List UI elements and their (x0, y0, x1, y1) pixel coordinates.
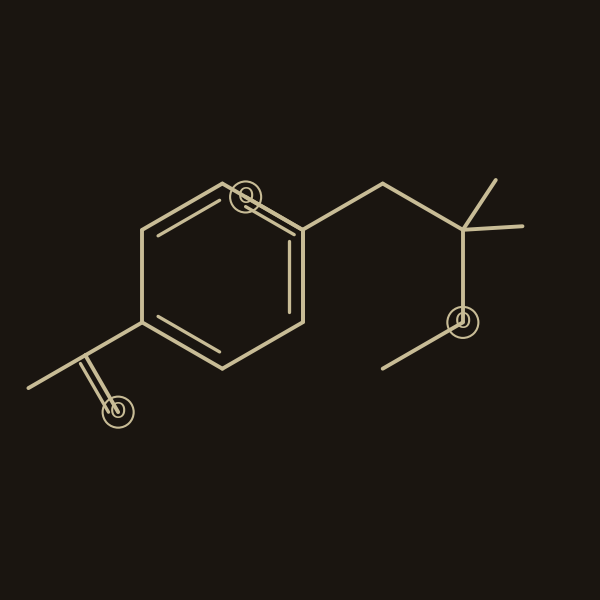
Text: O: O (455, 313, 471, 332)
Text: O: O (238, 187, 254, 207)
Text: O: O (110, 402, 127, 422)
